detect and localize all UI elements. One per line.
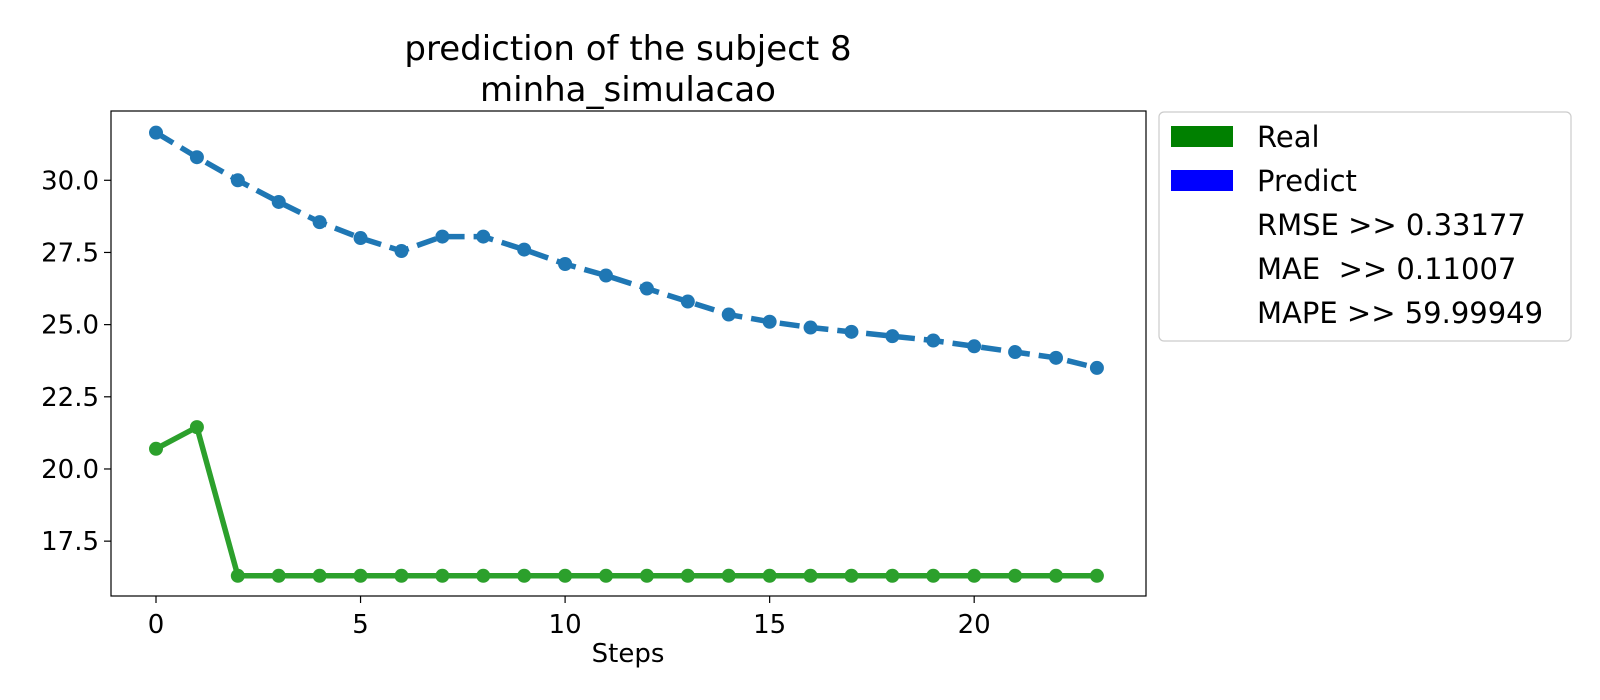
data-point-real [1089,568,1104,583]
data-point-predict [353,231,368,246]
data-point-real [230,568,245,583]
data-point-real [885,568,900,583]
data-point-real [435,568,450,583]
legend-swatch-predict [1171,170,1233,191]
x-axis-label: Steps [592,639,665,669]
data-point-predict [312,215,327,230]
data-point-real [394,568,409,583]
y-tick-label: 22.5 [41,383,99,413]
y-tick-label: 17.5 [41,527,99,557]
legend: Real Predict RMSE >> 0.33177 MAE >> 0.11… [1158,111,1572,342]
data-point-real [1008,568,1023,583]
chart-title: prediction of the subject 8 [404,29,851,69]
x-tick-label: 15 [753,610,786,640]
data-point-predict [639,281,654,296]
data-point-predict [476,229,491,244]
x-tick-label: 0 [148,610,165,640]
chart-title-group: prediction of the subject 8 minha_simula… [404,29,851,110]
data-point-real [926,568,941,583]
x-axis: 0 5 10 15 20 [148,596,991,640]
data-point-real [599,568,613,583]
data-point-predict [189,150,204,165]
legend-label-predict: Predict [1257,164,1357,198]
y-tick-label: 25.0 [41,311,99,341]
data-point-predict [926,333,941,348]
data-point-real [189,420,204,435]
legend-rmse: RMSE >> 0.33177 [1257,208,1526,242]
data-point-real [353,568,368,583]
legend-frame [1158,111,1572,342]
legend-mape: MAPE >> 59.99949 [1257,296,1543,330]
data-point-real [762,568,777,583]
data-point-real [517,568,532,583]
data-point-real [803,568,818,583]
data-point-predict [680,294,695,309]
data-point-predict [1049,350,1063,365]
data-point-predict [230,173,245,188]
y-tick-label: 27.5 [41,238,99,268]
data-point-predict [967,339,982,354]
data-point-real [149,441,163,456]
y-axis: 17.5 20.0 22.5 25.0 27.5 30.0 [41,166,111,557]
data-point-predict [803,320,818,335]
data-point-predict [1008,345,1023,360]
data-point-predict [558,257,573,272]
data-point-predict [885,329,900,344]
x-tick-label: 5 [352,610,369,640]
legend-swatch-real [1171,126,1233,147]
data-point-predict [517,242,532,257]
data-point-real [721,568,736,583]
legend-label-real: Real [1257,120,1320,154]
data-point-real [476,568,491,583]
data-point-real [844,568,859,583]
legend-mae: MAE >> 0.11007 [1257,252,1516,286]
y-tick-label: 20.0 [41,455,99,485]
data-point-real [558,568,573,583]
data-point-predict [721,307,736,322]
x-tick-label: 10 [549,610,582,640]
chart-subtitle: minha_simulacao [480,70,776,110]
data-point-predict [599,268,613,283]
data-point-real [639,568,654,583]
data-point-predict [762,314,777,329]
data-point-predict [1089,360,1104,375]
data-point-real [967,568,982,583]
x-tick-label: 20 [958,610,991,640]
data-point-real [271,568,286,583]
y-tick-label: 30.0 [41,166,99,196]
data-point-real [312,568,327,583]
data-point-real [680,568,695,583]
data-point-predict [844,324,859,339]
data-point-predict [149,125,163,140]
data-point-predict [435,229,450,244]
data-point-real [1049,568,1063,583]
series-layer [149,125,1104,583]
data-point-predict [271,194,286,209]
plot-area [110,110,1147,597]
data-point-predict [394,244,409,259]
